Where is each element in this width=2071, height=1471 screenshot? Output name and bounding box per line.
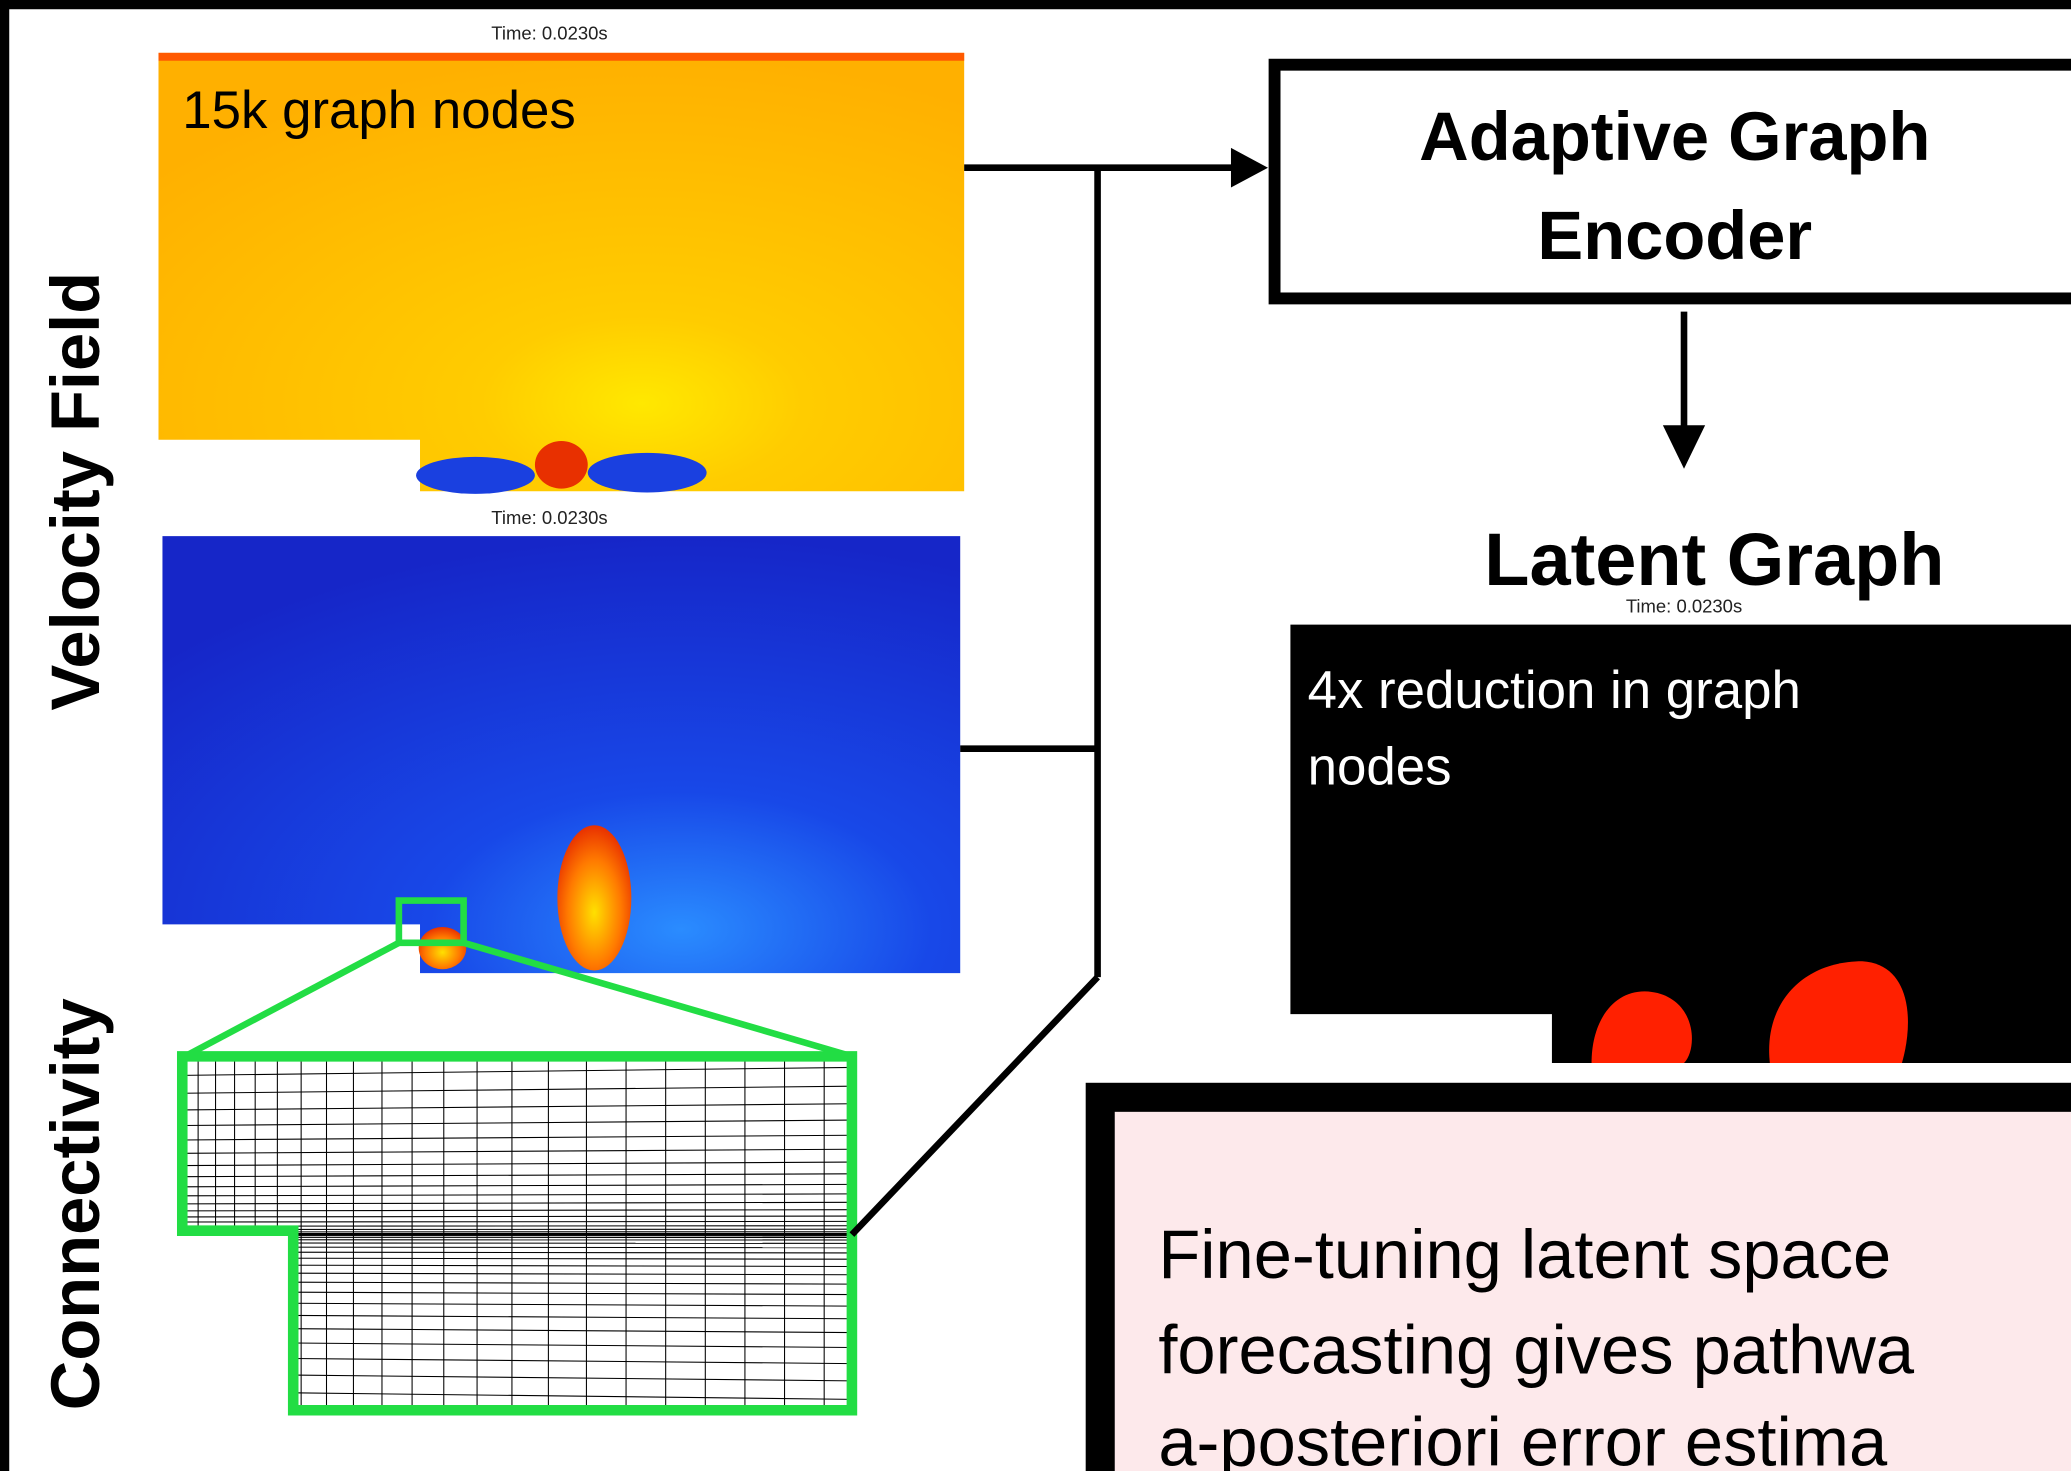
note-text: forecasting gives pathwa: [1158, 1311, 1915, 1388]
figure: Velocity Field Connectivity Time: 0.0230…: [0, 0, 2071, 1471]
caption: 15k graph nodes: [182, 81, 576, 140]
mesh-line: [182, 1221, 852, 1222]
latent-title: Latent Graph: [1484, 518, 1944, 601]
encoder-title: Encoder: [1537, 197, 1812, 274]
time-label: Time: 0.0230s: [491, 507, 607, 528]
caption: nodes: [1308, 737, 1452, 796]
caption: 4x reduction in graph: [1308, 661, 1801, 720]
vortex: [557, 825, 631, 970]
vortex: [416, 457, 535, 494]
time-label: Time: 0.0230s: [491, 23, 607, 44]
vortex: [588, 453, 707, 493]
encoder-title: Adaptive Graph: [1419, 98, 1930, 175]
time-label: Time: 0.0230s: [1626, 596, 1742, 617]
note-text: Fine-tuning latent space: [1158, 1216, 1891, 1293]
boundary-layer: [158, 53, 964, 61]
side-label: Connectivity: [37, 998, 114, 1410]
frame-left: [0, 0, 9, 1471]
vortex: [535, 441, 588, 489]
page: { "panels": { "top_field": {"time_label"…: [0, 0, 2071, 1471]
vortex: [419, 927, 467, 969]
side-label: Velocity Field: [37, 272, 114, 711]
frame-top: [0, 0, 2071, 9]
note-text: a-posteriori error estima: [1158, 1404, 1888, 1471]
